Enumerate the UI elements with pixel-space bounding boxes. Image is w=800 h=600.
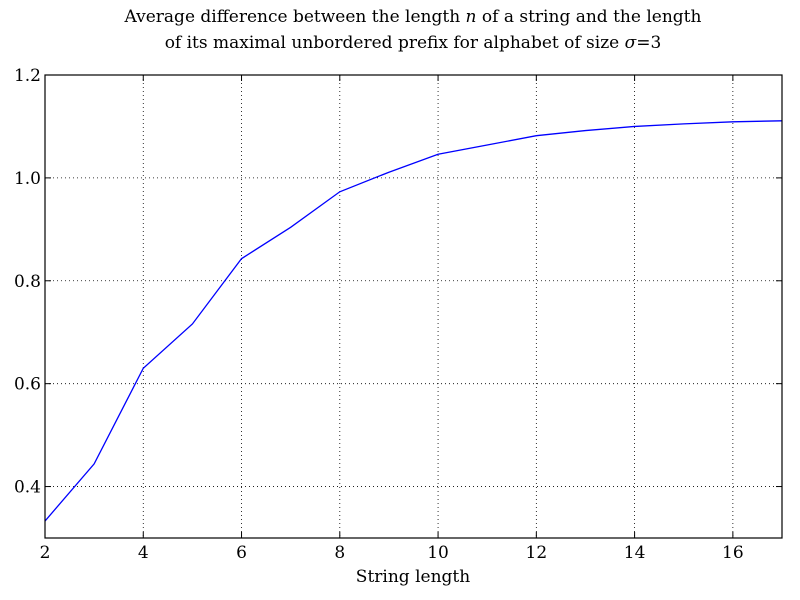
chart-title-line-1: Average difference between the length n …	[124, 7, 702, 27]
y-tick-label: 1.0	[14, 169, 41, 189]
x-tick-label: 14	[624, 543, 646, 563]
x-tick-label: 6	[236, 543, 247, 563]
x-tick-label: 2	[40, 543, 51, 563]
y-tick-label: 0.8	[14, 272, 41, 292]
series-line	[44, 120, 783, 522]
chart-title-line-2: of its maximal unbordered prefix for alp…	[165, 33, 662, 53]
y-tick-label: 0.4	[14, 478, 41, 498]
chart-title: Average difference between the length n …	[124, 7, 702, 53]
x-tick-label: 12	[526, 543, 548, 563]
x-tick-label: 10	[427, 543, 449, 563]
x-tick-labels: 2 4 6 8 10 12 14 16	[40, 543, 744, 563]
y-tick-labels: 0.4 0.6 0.8 1.0 1.2	[14, 66, 41, 498]
x-tick-label: 16	[722, 543, 744, 563]
y-tick-label: 0.6	[14, 375, 41, 395]
series-layer	[44, 120, 783, 522]
x-tick-label: 4	[138, 543, 149, 563]
plot-frame	[44, 74, 783, 539]
x-axis-label: String length	[356, 567, 470, 587]
grid	[45, 75, 782, 538]
y-tick-label: 1.2	[14, 66, 41, 86]
x-tick-label: 8	[334, 543, 345, 563]
axis-ticks	[44, 74, 782, 538]
